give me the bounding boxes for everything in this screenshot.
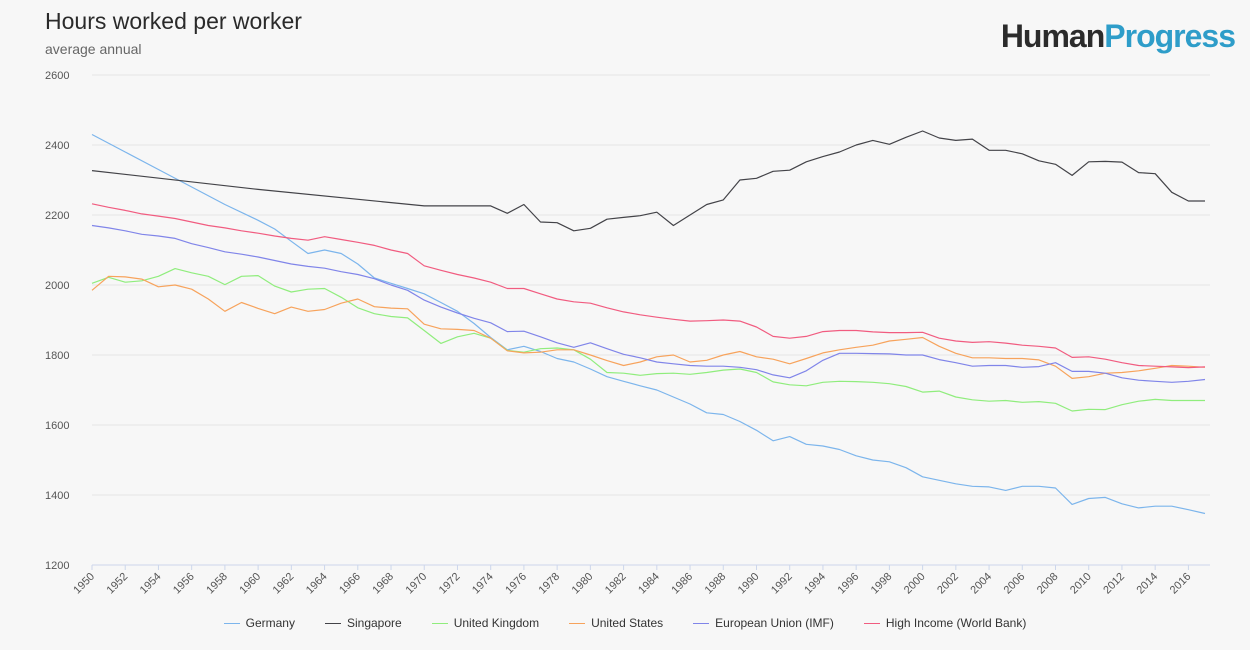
x-tick-label: 1972 [437,571,463,597]
x-tick-label: 1960 [237,571,263,597]
x-tick-label: 2012 [1101,571,1127,597]
grid-lines [92,74,1210,566]
y-tick-label: 2000 [45,280,69,292]
logo-part-progress: Progress [1104,18,1236,54]
x-tick-label: 1986 [669,571,695,597]
legend-item[interactable]: Germany [223,616,295,630]
series-line-singapore[interactable] [91,130,1205,232]
x-tick-label: 1968 [370,571,396,597]
x-tick-label: 1990 [736,571,762,597]
y-tick-label: 2600 [45,70,69,82]
x-tick-label: 1970 [404,571,430,597]
y-tick-label: 1200 [45,560,69,572]
y-axis: 1200 1400 1600 1800 2000 2200 2400 2600 [45,70,69,572]
x-tick-label: 1978 [536,571,562,597]
legend-swatch [569,622,586,624]
logo-part-human: Human [1000,18,1105,54]
legend-swatch [693,622,710,624]
x-tick-label: 1962 [271,571,297,597]
x-tick-label: 1974 [470,571,496,597]
x-axis: 1950 1952 1954 1956 1958 1960 1962 1964 1966 1968… [71,565,1194,597]
x-tick-label: 1956 [171,571,197,597]
x-tick-label: 1992 [769,571,795,597]
x-tick-label: 1996 [835,571,861,597]
legend-item[interactable]: United States [569,616,663,630]
legend-swatch [324,622,341,624]
series-lines [91,130,1206,515]
legend-swatch [431,622,448,624]
x-tick-label: 1976 [503,571,529,597]
y-tick-label: 2400 [45,140,69,152]
series-line-european-union-imf[interactable] [91,224,1206,383]
legend-item[interactable]: United Kingdom [431,616,540,630]
x-tick-label: 1982 [603,571,629,597]
legend-swatch [863,622,880,624]
legend-label: European Union (IMF) [715,616,834,630]
x-tick-label: 2000 [902,571,928,597]
y-tick-label: 1400 [45,490,69,502]
x-tick-label: 1980 [570,571,596,597]
chart-legend: Germany Singapore United Kingdom United Sta… [0,616,1250,630]
x-tick-label: 1950 [71,571,97,597]
x-tick-label: 2004 [968,571,994,597]
legend-item[interactable]: High Income (World Bank) [863,616,1027,630]
legend-label: United States [591,616,664,630]
y-tick-label: 2200 [45,210,69,222]
x-tick-label: 2006 [1002,571,1028,597]
legend-label: Germany [245,616,295,630]
x-tick-label: 1958 [204,571,230,597]
legend-label: High Income (World Bank) [885,616,1027,630]
x-tick-label: 1964 [304,571,330,597]
x-tick-label: 2016 [1168,571,1194,597]
chart-subtitle: average annual [45,41,142,57]
legend-label: Singapore [346,616,402,630]
legend-item[interactable]: European Union (IMF) [693,616,834,630]
x-tick-label: 2002 [935,571,961,597]
x-tick-label: 2008 [1035,571,1061,597]
y-tick-label: 1800 [45,350,69,362]
legend-swatch [223,622,240,624]
x-tick-label: 1998 [869,571,895,597]
series-line-germany[interactable] [91,133,1206,515]
legend-label: United Kingdom [453,616,540,630]
x-tick-label: 2014 [1135,571,1161,597]
humanprogress-logo[interactable]: HumanProgress [1000,18,1236,55]
x-tick-label: 1988 [703,571,729,597]
series-line-united-kingdom[interactable] [91,268,1205,412]
chart-title: Hours worked per worker [45,8,302,34]
x-tick-label: 1994 [802,571,828,597]
x-tick-label: 1966 [337,571,363,597]
x-tick-label: 1954 [138,571,164,597]
y-tick-label: 1600 [45,420,69,432]
series-line-united-states[interactable] [91,275,1206,379]
x-tick-label: 2010 [1068,571,1094,597]
x-tick-label: 1952 [105,571,131,597]
series-line-high-income-world-bank[interactable] [91,203,1206,369]
x-tick-label: 1984 [636,571,662,597]
legend-item[interactable]: Singapore [324,616,402,630]
